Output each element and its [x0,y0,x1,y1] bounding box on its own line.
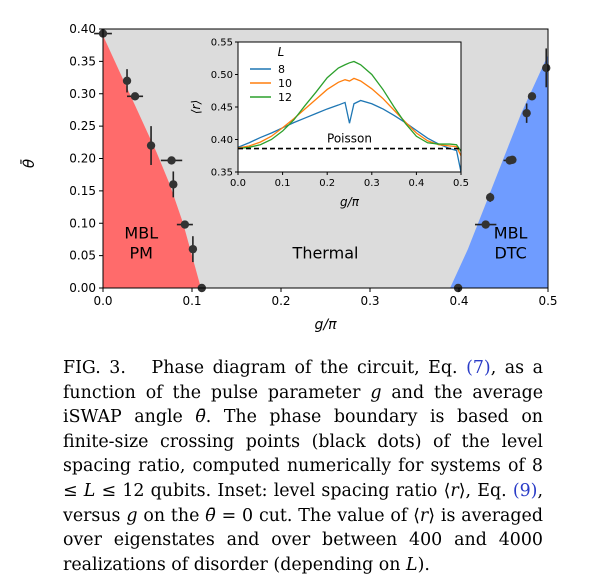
crossing-point-2 [127,92,144,101]
y-tick-label-5: 0.25 [69,119,96,133]
caption-text-7: ⟩, Eq. [458,480,513,501]
x-tick-label-1: 0.1 [182,294,201,308]
y-tick-label-6: 0.30 [69,87,96,101]
x-tick-label-0: 0.0 [93,294,112,308]
caption-var-L: L [83,480,96,501]
legend-title: L [278,45,285,59]
caption-var-g: g [370,382,382,403]
caption-text-4: angle [121,407,196,428]
crossing-point-3 [146,126,156,165]
crossing-point-10 [475,220,497,229]
region-label-thermal-0: Thermal [292,243,359,262]
caption-text-10: = 0 cut. The value of ⟨ [215,505,420,526]
crossing-point-marker [167,156,176,165]
crossing-point-15 [527,92,537,101]
crossing-point-1 [122,69,132,93]
crossing-point-marker [542,63,551,73]
crossing-point-marker [527,92,537,101]
inset-y-tick-label-4: 0.55 [211,38,233,49]
region-label-mbl-pm-1: PM [130,244,153,263]
inset-background [238,42,461,172]
inset-y-tick-label-3: 0.50 [211,70,233,81]
caption-var-theta: θ̄ [195,407,206,428]
caption-var-theta-2: θ̄ [205,505,216,526]
y-tick-label-2: 0.10 [69,216,96,230]
crossing-point-marker [146,141,156,150]
inset-y-tick-label-0: 0.35 [211,168,233,179]
caption-text-5: . The phase boundary is based on finite-… [63,407,543,501]
inset-x-tick-label-4: 0.4 [408,178,424,189]
y-tick-label-1: 0.05 [69,249,96,263]
caption-var-r: r [450,480,459,501]
crossing-point-7 [188,236,198,263]
inset-x-tick-label-1: 0.1 [275,178,291,189]
y-tick-label-0: 0.00 [69,281,96,295]
y-tick-label-3: 0.15 [69,184,96,198]
crossing-point-marker [485,193,495,202]
inset-x-tick-label-0: 0.0 [230,178,246,189]
inset-y-tick-label-1: 0.40 [211,135,233,146]
inset-x-tick-label-2: 0.2 [319,178,335,189]
x-tick-label-2: 0.2 [271,294,290,308]
crossing-point-marker [188,244,198,254]
x-tick-label-3: 0.3 [360,294,379,308]
crossing-point-4 [160,156,183,165]
crossing-point-marker [522,108,531,118]
legend-label-L12: 12 [278,91,292,104]
legend-label-L8: 8 [278,63,285,76]
caption-text-9: on the [137,505,206,526]
y-axis-label: θ̄ [19,159,38,168]
figure-caption: FIG. 3. Phase diagram of the circuit, Eq… [63,356,543,577]
caption-text-2: , as a function of the pulse parameter [63,358,544,403]
legend-label-L10: 10 [278,77,292,90]
caption-text-3: and the average i [63,382,543,428]
caption-eq-ref-9[interactable]: (9) [512,480,538,501]
y-tick-label-4: 0.20 [69,152,96,166]
crossing-point-13 [508,155,517,164]
y-tick-label-7: 0.35 [69,54,96,68]
x-tick-label-5: 0.5 [538,294,557,308]
region-label-mbl-dtc-0: MBL [494,224,528,243]
caption-var-g-2: g [126,505,138,526]
series-line-L12 [238,60,461,152]
caption-var-r-2: r [419,505,429,526]
caption-text-6: ≤ 12 qubits. Inset: level spacing ratio … [95,480,451,501]
x-tick-label-4: 0.4 [449,294,468,308]
crossing-point-marker [122,76,132,86]
caption-fig-label: FIG. 3. [63,358,126,378]
inset-x-tick-label-5: 0.5 [453,178,469,189]
crossing-point-6 [176,220,193,229]
region-label-mbl-dtc-1: DTC [494,244,526,263]
caption-text-1: Phase diagram of the circuit, Eq. [151,358,467,378]
inset-x-tick-label-3: 0.3 [364,178,380,189]
crossing-point-marker [481,220,490,229]
region-label-mbl-pm-0: MBL [124,224,158,243]
caption-text-12: ). [417,554,430,575]
y-tick-label-8: 0.40 [69,22,96,36]
caption-text-8: , versus [63,480,543,526]
crossing-point-marker [180,220,190,229]
inset-x-axis-label: g/π [340,195,360,209]
crossing-point-marker [169,180,178,189]
crossing-point-5 [169,171,178,198]
region-mbl-pm [103,29,201,288]
caption-swap: SWAP [68,407,122,428]
x-axis-label: g/π [314,317,337,333]
poisson-label: Poisson [327,132,372,146]
crossing-point-marker [508,155,517,164]
caption-var-L-2: L [406,554,418,575]
series-line-L10 [238,77,461,157]
inset-y-tick-label-2: 0.45 [211,103,233,114]
crossing-point-14 [522,103,531,123]
caption-eq-ref-7[interactable]: (7) [466,358,491,378]
crossing-point-11 [485,192,495,202]
crossing-point-marker [130,92,140,101]
inset-y-axis-label: ⟨r⟩ [189,100,203,114]
